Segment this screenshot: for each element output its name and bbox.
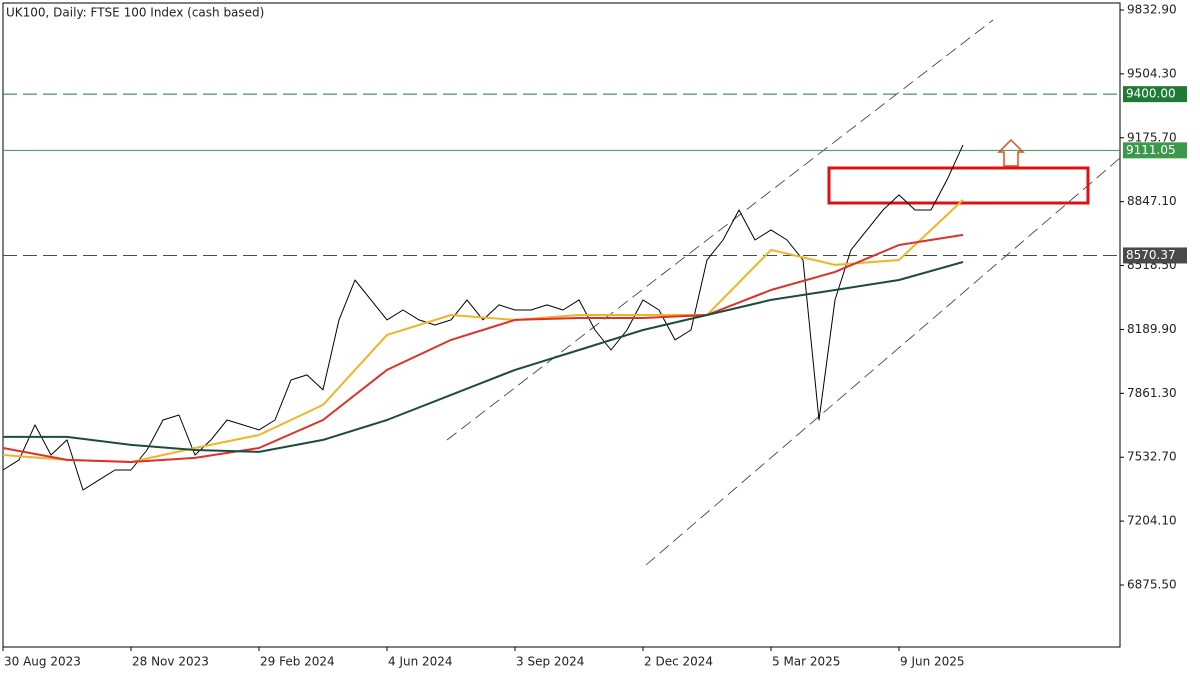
price-level-box (1123, 86, 1187, 103)
x-tick-label: 9 Jun 2025 (900, 655, 965, 669)
plot-frame (2, 2, 1121, 648)
up-arrow (997, 138, 1025, 167)
x-tick-label: 5 Mar 2025 (772, 655, 840, 669)
price-level-label: 9400.00 (1126, 87, 1176, 101)
y-tick-label: 8189.90 (1127, 322, 1177, 336)
series-line (3, 261, 964, 453)
x-tick-label: 3 Sep 2024 (516, 655, 584, 669)
y-tick-label: 9175.70 (1127, 130, 1177, 144)
channel-lower (645, 157, 1121, 566)
y-tick-label: 6875.50 (1127, 577, 1177, 591)
y-tick-label: 9504.30 (1127, 66, 1177, 80)
x-tick-label: 28 Nov 2023 (132, 655, 209, 669)
y-tick-label: 7532.70 (1127, 450, 1177, 464)
price-level-box (1123, 142, 1187, 159)
channel-upper (446, 19, 994, 441)
series-line (2, 199, 964, 463)
price-level-box (1123, 247, 1187, 264)
x-tick-label: 2 Dec 2024 (644, 655, 713, 669)
y-tick-label: 7204.10 (1127, 514, 1177, 528)
y-tick-label: 7861.30 (1127, 386, 1177, 400)
series-line (2, 144, 964, 491)
x-tick-label: 29 Feb 2024 (260, 655, 335, 669)
y-tick-label: 9832.90 (1127, 2, 1177, 16)
series-line (2, 233, 964, 463)
x-tick-label: 4 Jun 2024 (388, 655, 453, 669)
price-level-label: 9111.05 (1126, 143, 1176, 157)
price-level-label: 8570.37 (1126, 248, 1176, 262)
chart-title: UK100, Daily: FTSE 100 Index (cash based… (6, 6, 264, 20)
y-tick-label: 8847.10 (1127, 194, 1177, 208)
x-tick-label: 30 Aug 2023 (4, 655, 81, 669)
